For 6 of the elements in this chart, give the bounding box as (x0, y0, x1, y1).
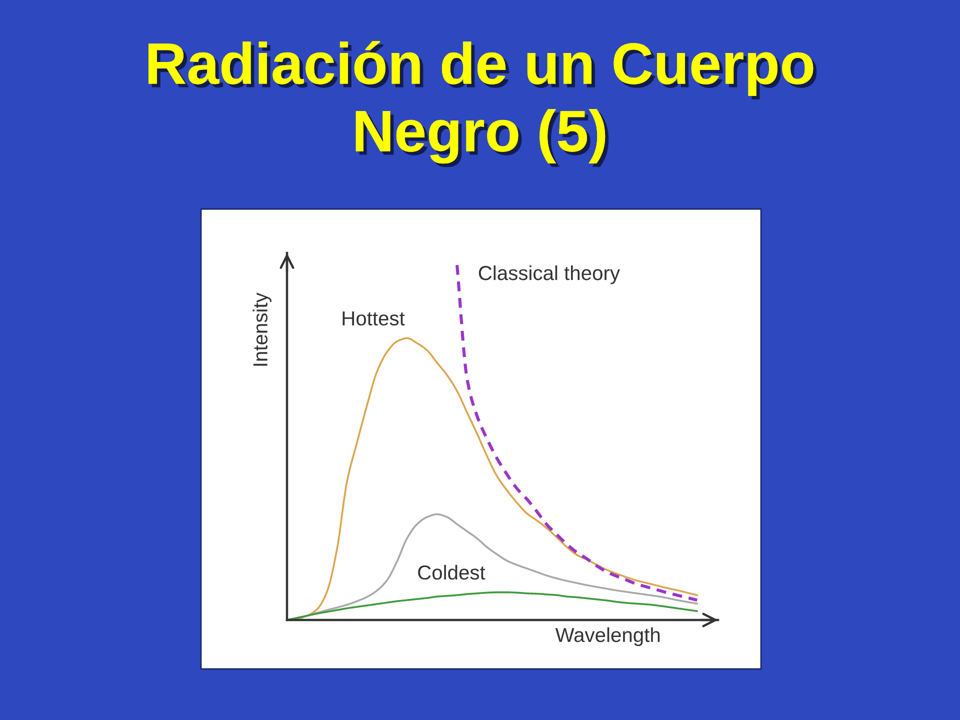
y-axis-title: Intensity (252, 292, 272, 366)
series-label: Coldest (418, 564, 486, 580)
chart-title: Radiación de un Cuerpo Negro (5) (148, 41, 817, 168)
x-axis-title: Wavelength (555, 627, 660, 646)
series-label: Classical theory (478, 265, 620, 284)
series-label: Hottest (342, 311, 405, 326)
